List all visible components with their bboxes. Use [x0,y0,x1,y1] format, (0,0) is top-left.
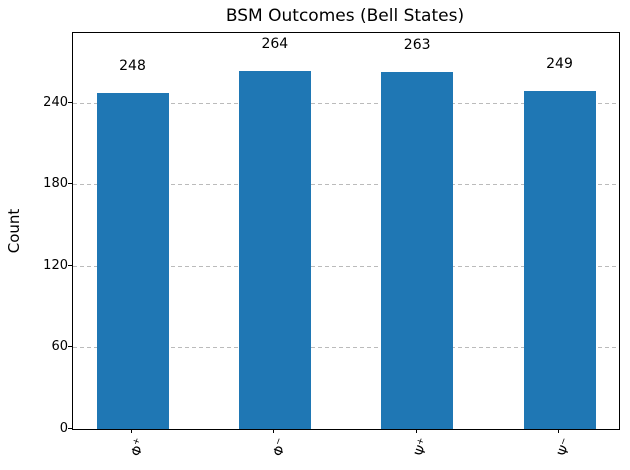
y-tick-label-180: 180 [43,176,68,192]
y-tick-mark [68,346,72,348]
x-tick-label-Φ+: Φ+ [128,436,147,459]
bar-Ψ+ [381,72,454,429]
x-tick-label-Ψ+: Ψ+ [413,436,431,459]
y-tick-label-120: 120 [43,257,68,273]
bar-Φ+ [96,92,169,429]
y-axis-tick-marks [68,32,72,429]
x-tick-label-Φ−: Φ− [270,436,289,459]
y-tick-mark [68,264,72,266]
y-axis-tick-labels: 0 60 120 180 240 [28,32,68,434]
bar-value-label: 263 [403,37,431,54]
gridline-y-120 [73,265,619,267]
y-tick-mark [68,183,72,185]
y-axis-label: Count [5,208,23,254]
gridline-y-180 [73,184,619,186]
chart-title: BSM Outcomes (Bell States) [225,6,465,26]
x-tick-mark [415,429,417,433]
bar-value-label: 249 [546,56,573,73]
y-tick-mark [68,102,72,104]
y-tick-label-0: 0 [59,420,68,436]
x-axis-tick-area: Φ+ Φ− Ψ+ Ψ− [72,429,618,470]
x-tick-label-Ψ−: Ψ− [555,436,574,459]
x-tick-mark [131,429,132,433]
bar-Ψ− [523,91,596,429]
bar-value-label: 248 [119,57,146,74]
y-tick-mark [68,427,72,429]
gridline-y-60 [73,347,619,349]
x-tick-mark [273,429,275,433]
y-tick-label-60: 60 [51,339,68,355]
bar-Φ− [238,70,311,429]
x-tick-mark [558,429,559,433]
gridline-y-240 [73,103,619,105]
bar-value-label: 264 [261,35,289,52]
y-tick-label-240: 240 [43,95,68,111]
plot-area: 248 264 263 249 [72,32,620,430]
